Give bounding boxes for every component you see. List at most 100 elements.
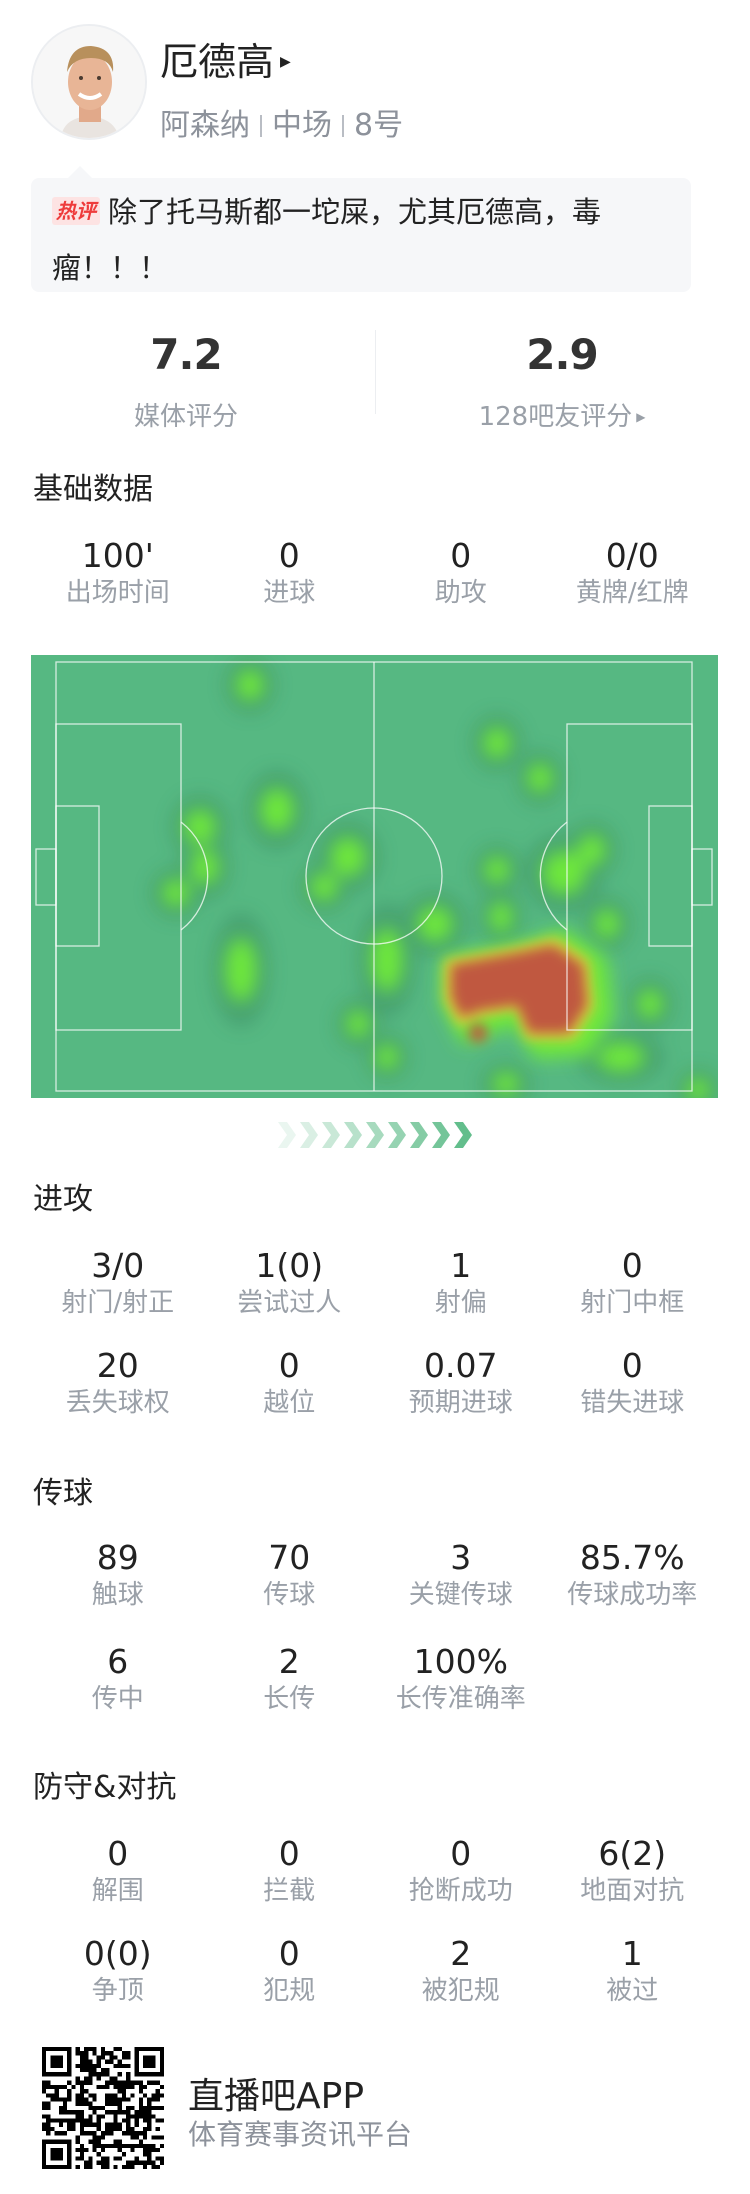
stat-value: 89: [96, 1538, 139, 1577]
stat-value: 100': [81, 536, 154, 575]
stat-dribbled-past: 1 被过: [547, 1935, 719, 2008]
stat-tackles-won: 0 抢断成功: [375, 1835, 547, 1908]
stat-value: 1: [450, 1246, 472, 1285]
player-name: 厄德高: [160, 40, 275, 84]
player-number: 8号: [354, 108, 404, 143]
stat-clearances: 0 解围: [32, 1835, 204, 1908]
stat-xg: 0.07 预期进球: [375, 1347, 547, 1420]
fan-rating-link[interactable]: 2.9 128吧友评分 ▶: [392, 330, 732, 434]
heat-spot: [162, 879, 190, 907]
stat-label: 射门/射正: [61, 1288, 175, 1318]
stat-value: 1(0): [255, 1246, 324, 1285]
fan-rating-value: 2.9: [526, 330, 598, 379]
stat-label: 地面对抗: [580, 1876, 685, 1906]
player-meta: 阿森纳 中场 8号: [160, 106, 403, 146]
stat-value: 6: [107, 1642, 129, 1681]
stat-value: 20: [96, 1346, 139, 1385]
stat-label: 黄牌/红牌: [575, 578, 689, 608]
stat-long-ball-accuracy: 100% 长传准确率: [375, 1643, 547, 1716]
stat-fouls: 0 犯规: [204, 1935, 376, 2008]
stat-label: 争顶: [91, 1976, 144, 2006]
attack-stats-row: 3/0 射门/射正 1(0) 尝试过人 1 射偏 0 射门中框: [32, 1247, 718, 1320]
stat-value: 100%: [413, 1642, 508, 1681]
media-rating-label: 媒体评分: [133, 402, 238, 432]
attack-stats-row: 20 丢失球权 0 越位 0.07 预期进球 0 错失进球: [32, 1347, 718, 1420]
stat-value: 0: [278, 1834, 300, 1873]
passing-stats-row: 6 传中 2 长传 100% 长传准确率: [32, 1643, 718, 1716]
hot-comment-card[interactable]: [31, 178, 691, 292]
stat-value: 0: [278, 536, 300, 575]
hot-comment: 热评 除了托马斯都一坨屎，尤其厄德高，毒瘤！！！: [52, 184, 682, 296]
pitch-lines: [35, 661, 713, 1092]
heat-spot: [191, 849, 219, 885]
heat-spot: [483, 727, 511, 759]
stat-aerial-duels: 0(0) 争顶: [32, 1935, 204, 2008]
divider: [342, 115, 344, 137]
fan-rating-label: 128吧友评分: [478, 402, 633, 432]
stat-value: 6(2): [598, 1834, 667, 1873]
stat-label: 犯规: [263, 1976, 316, 2006]
stat-passes: 70 传球: [204, 1539, 376, 1612]
media-rating-value: 7.2: [150, 330, 222, 379]
heat-spot: [371, 928, 403, 992]
caret-right-icon: ▶: [280, 54, 291, 70]
section-title-passing: 传球: [33, 1476, 93, 1511]
heat-spot: [484, 856, 510, 884]
stat-value: 0: [278, 1346, 300, 1385]
heat-spot: [417, 906, 453, 942]
app-name: 直播吧APP: [188, 2076, 365, 2117]
stat-value: 3/0: [91, 1246, 145, 1285]
stat-pass-accuracy: 85.7% 传球成功率: [547, 1539, 719, 1612]
divider: [260, 115, 262, 137]
stat-label: 错失进球: [580, 1388, 685, 1418]
attack-direction-arrows: [276, 1120, 476, 1150]
stat-label: 传球成功率: [567, 1580, 698, 1610]
stat-label: 长传准确率: [395, 1684, 526, 1714]
stat-value: 0: [621, 1346, 643, 1385]
stat-was-fouled: 2 被犯规: [375, 1935, 547, 2008]
stat-label: 被犯规: [421, 1976, 500, 2006]
stat-value: 3: [450, 1538, 472, 1577]
chevron-right-icon: [454, 1122, 472, 1148]
stat-value: 2: [278, 1642, 300, 1681]
stat-label: 抢断成功: [408, 1876, 513, 1906]
chevron-right-icon: [366, 1122, 384, 1148]
stat-crosses: 6 传中: [32, 1643, 204, 1716]
heat-spot: [527, 763, 553, 793]
stat-label: 预期进球: [408, 1388, 513, 1418]
qr-code-icon[interactable]: [42, 2047, 164, 2169]
stat-offsides: 0 越位: [204, 1347, 376, 1420]
heat-spot: [489, 901, 513, 933]
caret-right-icon: ▶: [636, 410, 646, 424]
chevron-right-icon: [322, 1122, 340, 1148]
stat-cards: 0/0 黄牌/红牌: [547, 537, 719, 610]
stat-dribbles: 1(0) 尝试过人: [204, 1247, 376, 1320]
player-photo-icon: [33, 26, 145, 138]
chevron-right-icon: [344, 1122, 362, 1148]
stat-value: 1: [621, 1934, 643, 1973]
chevron-right-icon: [300, 1122, 318, 1148]
bubble-tail: [68, 166, 92, 178]
stat-value: 0.07: [424, 1346, 498, 1385]
heat-spot: [346, 1010, 370, 1038]
stat-value: 85.7%: [579, 1538, 685, 1577]
chevron-right-icon: [432, 1122, 450, 1148]
stat-shots: 3/0 射门/射正: [32, 1247, 204, 1320]
section-title-attack: 进攻: [33, 1182, 93, 1217]
hot-comment-text: 除了托马斯都一坨屎，尤其厄德高，毒瘤！！！: [52, 195, 602, 285]
media-rating: 7.2 媒体评分: [16, 330, 356, 434]
app-tagline: 体育赛事资讯平台: [188, 2118, 413, 2151]
stat-interceptions: 0 拦截: [204, 1835, 376, 1908]
stat-ground-duels: 6(2) 地面对抗: [547, 1835, 719, 1908]
stat-minutes: 100' 出场时间: [32, 537, 204, 610]
passing-stats-row: 89 触球 70 传球 3 关键传球 85.7% 传球成功率: [32, 1539, 718, 1612]
player-name-link[interactable]: 厄德高 ▶: [160, 38, 291, 86]
stat-possession-lost: 20 丢失球权: [32, 1347, 204, 1420]
heat-spot: [597, 1042, 645, 1072]
stat-label: 解围: [91, 1876, 144, 1906]
stat-goals: 0 进球: [204, 537, 376, 610]
stat-shots-off: 1 射偏: [375, 1247, 547, 1320]
player-avatar[interactable]: [31, 24, 147, 140]
hot-comment-badge: 热评: [52, 197, 100, 225]
stat-value: 0/0: [605, 536, 659, 575]
